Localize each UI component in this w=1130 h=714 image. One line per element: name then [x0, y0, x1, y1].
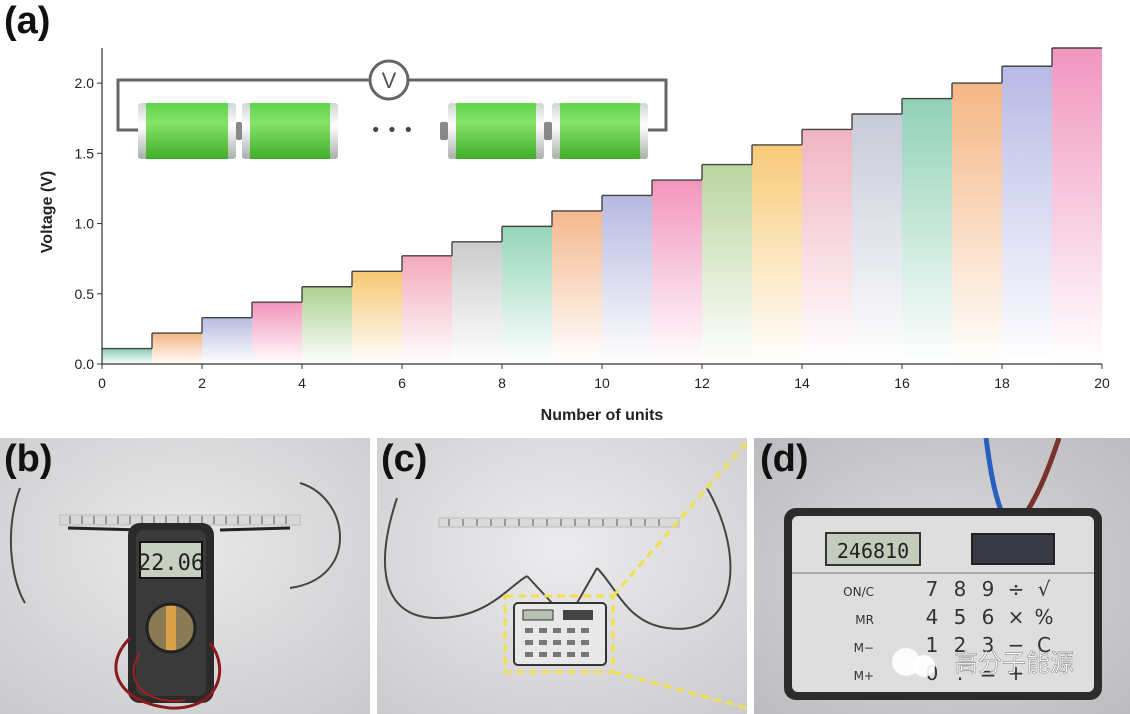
- y-tick-label: 1.5: [75, 145, 95, 161]
- watermark-text: 高分子能源: [954, 649, 1074, 677]
- panel-label-d: (d): [760, 438, 809, 480]
- calculator-key: √: [1038, 577, 1051, 601]
- calculator-key: ×: [1008, 605, 1025, 629]
- step-fill-20: [1052, 48, 1102, 364]
- y-tick-label: 1.0: [75, 216, 95, 232]
- calculator-reading: 246810: [837, 539, 909, 563]
- calculator-key: 3: [982, 633, 995, 657]
- step-fill-layer: [102, 48, 1102, 365]
- solar-panel: [971, 533, 1055, 565]
- step-fill-6: [352, 271, 402, 364]
- step-fill-16: [852, 114, 902, 365]
- circuit-wire: [116, 78, 370, 132]
- multimeter-display: [139, 541, 203, 579]
- zoom-line-bottom: [612, 670, 747, 710]
- step-fill-2: [152, 333, 202, 364]
- calculator-key: 4: [926, 605, 939, 629]
- battery-cell-3: [440, 103, 552, 159]
- panel-label-c: (c): [381, 438, 428, 480]
- x-axis-title: Number of units: [541, 407, 664, 424]
- calculator-key: 5: [954, 605, 967, 629]
- voltmeter-icon: [368, 59, 410, 101]
- device-strip: [438, 517, 680, 528]
- calculator-key: +: [1008, 661, 1025, 685]
- x-tick-label: 14: [794, 375, 810, 391]
- y-ticks: 0.0 0.5 1.0 1.5 2.0: [75, 75, 102, 372]
- battery-cell-4: [552, 103, 648, 159]
- calculator-key: ÷: [1008, 577, 1025, 601]
- zoom-line-top: [611, 441, 747, 597]
- x-tick-label: 4: [298, 375, 306, 391]
- x-tick-label: 2: [198, 375, 206, 391]
- chart-svg: 0 2 4 6 8 10 12 14 16 18 20 0.0 0.5 1.0 1.5 2.0 Number…: [39, 47, 1110, 424]
- voltage-step-chart: 0 2 4 6 8 10 12 14 16 18 20 0.0 0.5 1.0 1.5 2.0 Number…: [39, 47, 1110, 424]
- x-ticks: 0 2 4 6 8 10 12 14 16 18 20: [98, 364, 1110, 391]
- watermark: 高分子能源: [892, 648, 1074, 677]
- step-fill-4: [252, 302, 302, 364]
- step-fill-8: [452, 241, 502, 364]
- step-fill-7: [402, 255, 452, 364]
- multimeter-body: 22.06: [128, 523, 214, 703]
- step-line-layer: [102, 47, 1102, 350]
- step-fill-18: [952, 83, 1002, 364]
- x-tick-label: 10: [594, 375, 610, 391]
- calculator-key: 9: [982, 577, 995, 601]
- multimeter-reading: 22.06: [138, 551, 204, 576]
- calculator-display: [825, 532, 921, 566]
- calculator-key: M+: [854, 669, 874, 683]
- calculator-key: =: [980, 661, 997, 685]
- y-tick-label: 2.0: [75, 75, 95, 91]
- voltmeter-symbol: V: [382, 68, 397, 93]
- step-fill-12: [652, 180, 702, 364]
- calculator-key: 1: [926, 633, 939, 657]
- step-fill-1: [102, 348, 152, 364]
- step-fill-19: [1002, 66, 1052, 364]
- x-tick-label: 6: [398, 375, 406, 391]
- calculator-key: ON/C: [843, 585, 874, 599]
- x-tick-label: 16: [894, 375, 910, 391]
- calculator-key: 2: [954, 633, 967, 657]
- calculator-key: MR: [855, 613, 874, 627]
- battery-cell-1: [138, 103, 242, 159]
- y-axis-title: Voltage (V): [39, 171, 56, 253]
- x-tick-label: 8: [498, 375, 506, 391]
- calculator-key: −: [1008, 633, 1025, 657]
- step-fill-5: [302, 286, 352, 364]
- step-fill-17: [902, 98, 952, 364]
- ellipsis-dots: • • •: [370, 120, 413, 141]
- x-tick-label: 20: [1094, 375, 1110, 391]
- step-fill-9: [502, 226, 552, 364]
- step-fill-3: [202, 317, 252, 364]
- panel-label-b: (b): [4, 438, 53, 480]
- calculator-key: 6: [982, 605, 995, 629]
- y-tick-label: 0.5: [75, 286, 95, 302]
- panel-label-a: (a): [4, 0, 51, 42]
- x-tick-label: 18: [994, 375, 1010, 391]
- calculator-key: M−: [854, 641, 874, 655]
- calculator-key: %: [1034, 605, 1053, 629]
- calculator-key: 8: [954, 577, 967, 601]
- x-tick-label: 0: [98, 375, 106, 391]
- step-fill-11: [602, 195, 652, 364]
- step-fill-14: [752, 144, 802, 364]
- small-calculator: [513, 602, 607, 666]
- calculator-key: C: [1037, 633, 1051, 657]
- photo-calculator-setup: [377, 438, 747, 714]
- step-fill-13: [702, 164, 752, 364]
- step-fill-15: [802, 129, 852, 364]
- calculator-key: 7: [926, 577, 939, 601]
- x-tick-label: 12: [694, 375, 710, 391]
- photo-multimeter: 22.06: [0, 438, 370, 714]
- battery-cell-2: [242, 103, 338, 159]
- step-fill-10: [552, 210, 602, 364]
- y-tick-label: 0.0: [75, 356, 95, 372]
- circuit-wire-right: [408, 78, 668, 132]
- battery-circuit-inset: V • • •: [116, 59, 668, 159]
- zoom-highlight-box: [503, 594, 615, 674]
- calculator-key: .: [957, 661, 963, 685]
